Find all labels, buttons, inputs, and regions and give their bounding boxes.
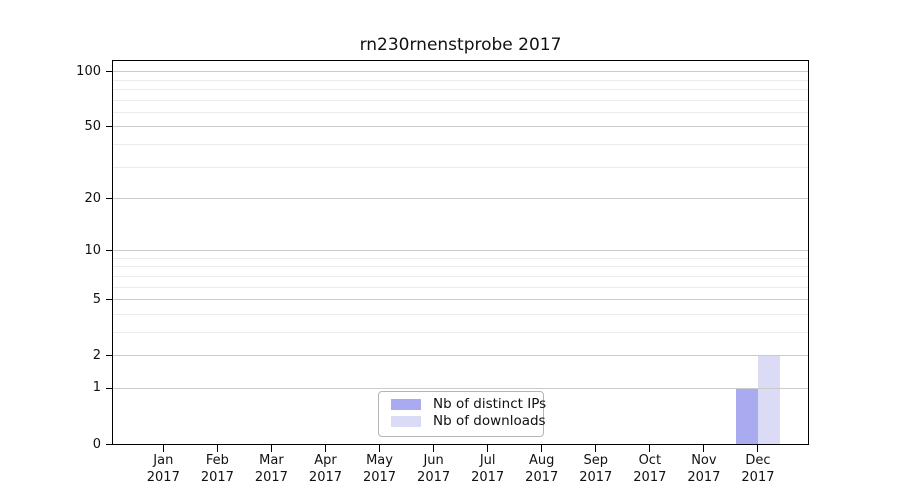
month-year: 2017 [362,470,397,485]
y-axis-tick [106,444,113,445]
month-name: Jun [423,453,444,468]
x-axis-month-label: Oct 2017 [618,452,682,486]
month-year: 2017 [471,470,505,485]
month-name: Jul [479,453,496,468]
x-axis-tick [595,445,597,452]
legend-row-distinct-ips: Nb of distinct IPs [379,396,547,412]
legend-swatch-distinct-ips [391,399,421,410]
month-year: 2017 [579,470,613,485]
major-gridline [113,355,808,357]
minor-gridline [113,99,808,101]
minor-gridline [113,88,808,90]
y-axis-tick [106,250,113,252]
x-axis-month-label: Dec 2017 [726,452,790,486]
minor-gridline [113,143,808,145]
bar-downloads [757,355,780,445]
y-axis-tick-label: 1 [92,380,101,396]
y-axis-tick [106,198,113,199]
major-gridline [113,71,808,73]
x-axis-month-label: Jul 2017 [456,452,520,486]
minor-gridline [113,331,808,333]
bar-distinct-ips [735,388,758,445]
major-gridline [113,250,808,252]
month-name: Aug [529,453,555,468]
x-axis-tick [379,445,381,452]
x-axis-tick [216,445,218,452]
month-name: Dec [745,453,771,468]
x-axis-tick [270,445,272,452]
y-axis-tick-label: 10 [84,242,101,258]
y-axis-tick [106,387,113,389]
minor-gridline [113,313,808,315]
minor-gridline [113,79,808,81]
legend-swatch-downloads [391,416,421,427]
month-name: May [366,453,393,468]
month-year: 2017 [741,470,775,485]
minor-gridline [113,166,808,168]
month-name: Apr [314,453,337,468]
x-axis-tick [324,445,326,452]
x-axis-tick [162,445,164,452]
y-axis-tick-label: 5 [92,291,101,307]
y-axis-tick [106,126,113,128]
month-name: Jan [153,453,174,468]
legend-row-downloads: Nb of downloads [379,413,546,429]
legend-label-downloads: Nb of downloads [433,413,546,429]
major-gridline [113,126,808,128]
x-axis-month-label: Nov 2017 [672,452,736,486]
y-axis-tick-label: 100 [76,63,101,79]
x-axis-tick [487,445,489,452]
x-axis-month-label: Sep 2017 [564,452,628,486]
month-year: 2017 [200,470,234,485]
x-axis-tick [703,445,705,452]
month-year: 2017 [525,470,559,485]
x-axis-tick [757,445,759,452]
y-axis-tick [106,299,113,301]
y-axis-tick-label: 2 [92,347,101,363]
minor-gridline [113,257,808,259]
minor-gridline [113,275,808,277]
legend: Nb of distinct IPs Nb of downloads [378,391,547,437]
major-gridline [113,299,808,301]
y-axis-tick-label: 0 [92,436,101,452]
x-axis-month-label: Apr 2017 [293,452,357,486]
x-axis-tick [649,445,651,452]
month-year: 2017 [254,470,288,485]
y-axis-tick-label: 20 [84,190,101,206]
x-axis-month-label: Aug 2017 [510,452,574,486]
major-gridline [113,198,808,199]
x-axis-tick [541,445,543,452]
month-name: Feb [205,453,229,468]
month-year: 2017 [417,470,451,485]
month-year: 2017 [146,470,180,485]
major-gridline [113,387,808,389]
month-year: 2017 [687,470,721,485]
month-year: 2017 [633,470,667,485]
chart-title: rn230rnenstprobe 2017 [359,35,562,55]
month-name: Mar [259,453,284,468]
x-axis-month-label: Jan 2017 [131,452,195,486]
month-name: Oct [638,453,662,468]
month-name: Sep [583,453,609,468]
y-axis-tick [106,355,113,357]
minor-gridline [113,286,808,288]
x-axis-month-label: Feb 2017 [185,452,249,486]
x-axis-month-label: Mar 2017 [239,452,303,486]
minor-gridline [113,111,808,113]
legend-label-distinct-ips: Nb of distinct IPs [433,396,547,412]
month-name: Nov [691,453,717,468]
y-axis-tick [106,71,113,73]
x-axis-month-label: May 2017 [348,452,412,486]
month-year: 2017 [308,470,343,485]
minor-gridline [113,266,808,268]
x-axis-tick [433,445,435,452]
x-axis-month-label: Jun 2017 [402,452,466,486]
y-axis-tick-label: 50 [84,118,101,134]
